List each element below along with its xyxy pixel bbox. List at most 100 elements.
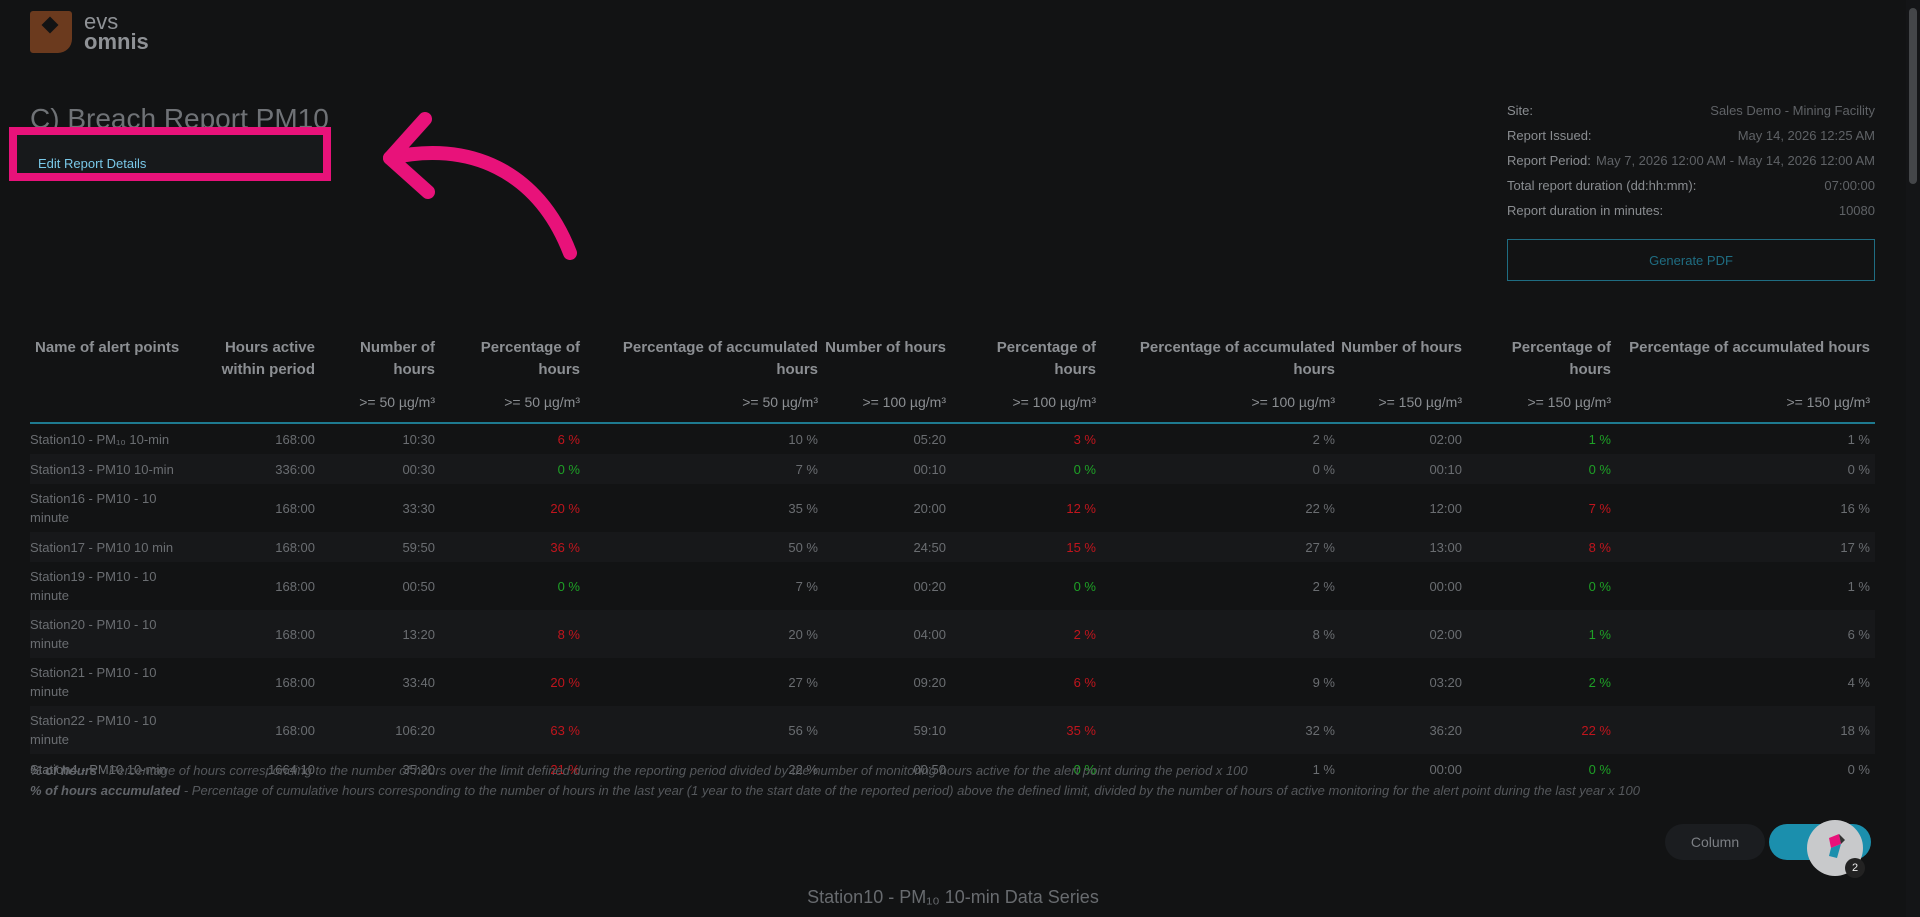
table-row: Station17 - PM10 10 min 168:00 59:50 36 % 50… [30, 532, 1875, 562]
header-cell[interactable]: Percentage of accumulated hours [1629, 339, 1870, 356]
unit-cell: >= 150 µg/m³ [1340, 385, 1467, 424]
meta-value: May 7, 2026 12:00 AM - May 14, 2026 12:0… [1596, 153, 1875, 168]
table-cell: 13:20 [402, 626, 435, 642]
unit-cell [190, 385, 320, 424]
table-cell: 2 % [1588, 674, 1611, 690]
table-cell: 50 % [788, 539, 818, 555]
table-cell: 63 % [550, 722, 580, 738]
table-cell: 2 % [1312, 578, 1335, 594]
table-cell: 1664:10 [268, 761, 315, 777]
table-cell: 04:00 [913, 626, 946, 642]
report-meta: Site: Sales Demo - Mining Facility Repor… [1507, 103, 1875, 228]
alert-point-name: Station21 - PM10 - 10 minute [30, 665, 157, 699]
generate-pdf-button[interactable]: Generate PDF [1507, 239, 1875, 281]
table-cell: 8 % [1312, 626, 1335, 642]
table-cell: 17 % [1840, 539, 1870, 555]
unit-cell: >= 100 µg/m³ [1101, 385, 1340, 424]
header-cell[interactable]: Number of hours [1341, 339, 1462, 356]
table-cell: 22 % [1305, 500, 1335, 516]
table-cell: 35 % [1066, 722, 1096, 738]
header-row: Name of alert points Hours active within… [30, 333, 1875, 385]
header-cell[interactable]: Percentage of accumulated hours [1139, 339, 1335, 378]
meta-label: Report Issued: [1507, 128, 1592, 143]
table-cell: 8 % [557, 626, 580, 642]
table-row: Station4 - PM10 10-min 1664:10 35:20 21 % 22… [30, 754, 1875, 784]
footnote-term: % of hours [30, 763, 98, 778]
header-cell[interactable]: Percentage of hours [480, 339, 580, 378]
table-cell: 168:00 [275, 500, 315, 516]
edit-report-details-link[interactable]: Edit Report Details [38, 156, 147, 171]
table-row: Station16 - PM10 - 10 minute 168:00 33:30 2… [30, 484, 1875, 532]
table-cell: 13:00 [1429, 539, 1462, 555]
help-widget[interactable]: 2 [1807, 820, 1865, 878]
header-cell[interactable]: Percentage of hours [1511, 339, 1611, 378]
table-cell: 0 % [1588, 461, 1611, 477]
table-cell: 168:00 [275, 539, 315, 555]
help-logo-icon [1829, 834, 1845, 858]
logo-line-1: evs [84, 9, 119, 34]
alert-point-name: Station4 - PM10 10-min [30, 761, 167, 777]
meta-value: Sales Demo - Mining Facility [1710, 103, 1875, 118]
meta-row: Total report duration (dd:hh:mm): 07:00:… [1507, 178, 1875, 203]
logo-line-2: omnis [84, 29, 149, 54]
table-cell: 7 % [1588, 500, 1611, 516]
table-cell: 8 % [1588, 539, 1611, 555]
table-cell: 12 % [1066, 500, 1096, 516]
logo-text: evs omnis [84, 9, 149, 54]
table-cell: 56 % [788, 722, 818, 738]
column-chart-button[interactable]: Column [1665, 824, 1765, 860]
table-cell: 6 % [1073, 674, 1096, 690]
table-cell: 1 % [1847, 431, 1870, 447]
footnote: % of hours accumulated - Percentage of c… [30, 781, 1640, 801]
table-cell: 02:00 [1429, 431, 1462, 447]
footnote: % of hours - Percentage of hours corresp… [30, 761, 1640, 781]
table-cell: 1 % [1312, 761, 1335, 777]
table-cell: 22 % [788, 761, 818, 777]
table-cell: 00:50 [402, 578, 435, 594]
unit-cell: >= 150 µg/m³ [1467, 385, 1616, 424]
header-cell[interactable]: Hours active within period [221, 339, 315, 378]
meta-value: 10080 [1838, 203, 1875, 218]
table-cell: 27 % [788, 674, 818, 690]
unit-cell [30, 385, 190, 424]
table-cell: 168:00 [275, 626, 315, 642]
table-cell: 20 % [550, 500, 580, 516]
table-cell: 7 % [795, 578, 818, 594]
logo-icon [30, 11, 72, 53]
unit-cell: >= 100 µg/m³ [951, 385, 1101, 424]
table-cell: 36:20 [1429, 722, 1462, 738]
table-cell: 168:00 [275, 431, 315, 447]
alert-point-name: Station13 - PM10 10-min [30, 461, 174, 477]
table-cell: 36 % [550, 539, 580, 555]
alert-point-name: Station10 - PM₁₀ 10-min [30, 431, 170, 447]
table-cell: 27 % [1305, 539, 1335, 555]
table-cell: 00:20 [913, 578, 946, 594]
unit-cell: >= 50 µg/m³ [585, 385, 823, 424]
header-cell[interactable]: Name of alert points [35, 339, 180, 356]
table-cell: 1 % [1847, 578, 1870, 594]
table-cell: 1 % [1588, 626, 1611, 642]
scrollbar-thumb[interactable] [1909, 8, 1917, 184]
table-cell: 0 % [1312, 461, 1335, 477]
unit-cell: >= 150 µg/m³ [1616, 385, 1875, 424]
alert-point-name: Station16 - PM10 - 10 minute [30, 491, 157, 525]
table-cell: 02:00 [1429, 626, 1462, 642]
alert-point-name: Station22 - PM10 - 10 minute [30, 713, 157, 747]
table-cell: 12:00 [1429, 500, 1462, 516]
evs-omnis-logo[interactable]: evs omnis [30, 11, 149, 53]
table-cell: 20 % [550, 674, 580, 690]
vertical-scrollbar[interactable] [1906, 0, 1920, 917]
units-row: >= 50 µg/m³ >= 50 µg/m³ >= 50 µg/m³ >= 1… [30, 385, 1875, 424]
header-cell[interactable]: Percentage of hours [996, 339, 1096, 378]
table-cell: 0 % [1847, 461, 1870, 477]
table-cell: 2 % [1073, 626, 1096, 642]
header-cell[interactable]: Number of hours [825, 339, 946, 356]
header-cell[interactable]: Percentage of accumulated hours [622, 339, 818, 378]
table-row: Station13 - PM10 10-min 336:00 00:30 0 % 7 %… [30, 454, 1875, 484]
header-cell[interactable]: Number of hours [360, 339, 435, 378]
table-cell: 2 % [1312, 431, 1335, 447]
table-cell: 35 % [788, 500, 818, 516]
table-cell: 00:10 [913, 461, 946, 477]
table-cell: 7 % [795, 461, 818, 477]
table-cell: 33:30 [402, 500, 435, 516]
